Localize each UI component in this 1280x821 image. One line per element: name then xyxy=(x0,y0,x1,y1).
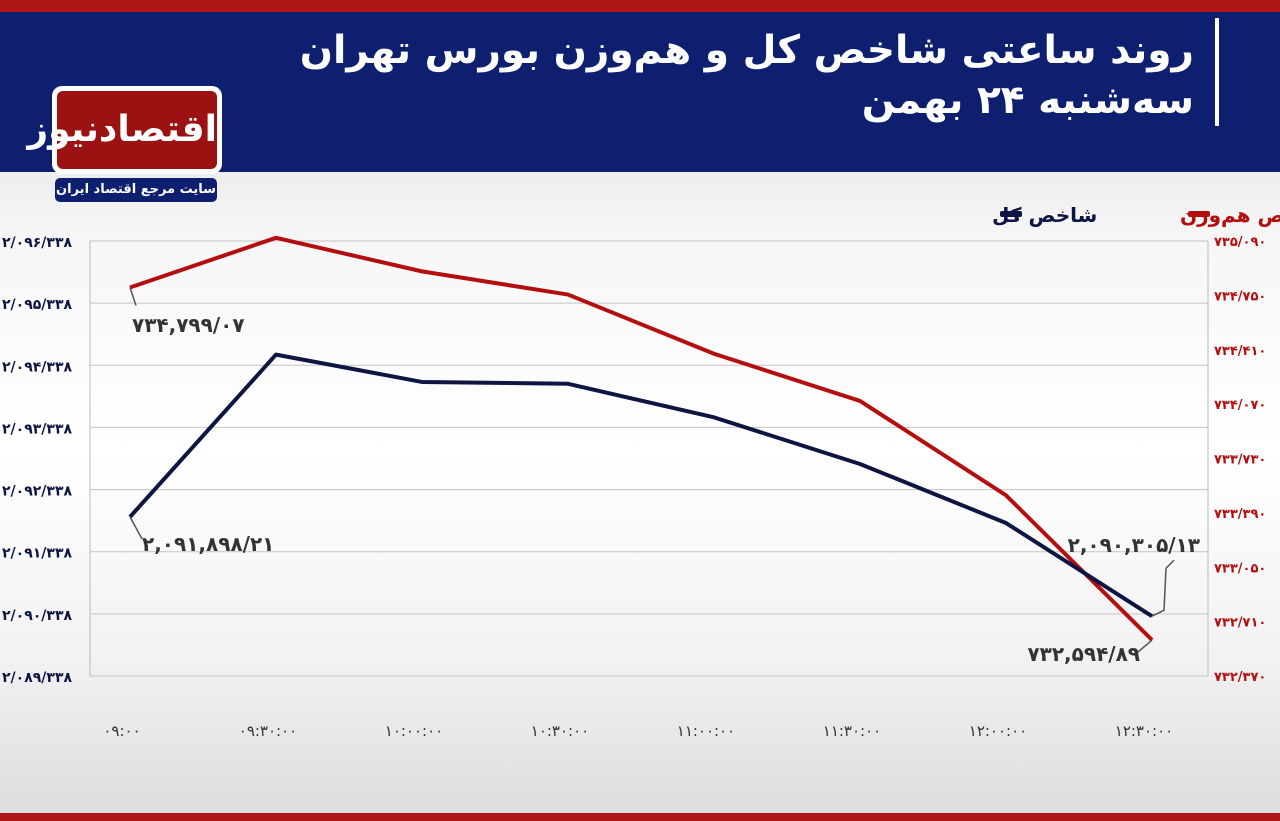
x-axis-tick-label: ۱۱:۳۰:۰۰ xyxy=(823,722,881,740)
left-axis-tick-label: ۲/۰۹۲/۳۳۸ xyxy=(2,484,72,500)
right-axis-tick-label: ۷۳۴/۰۷۰ xyxy=(1214,398,1266,413)
right-axis-tick-label: ۷۳۳/۳۹۰ xyxy=(1214,507,1266,522)
right-axis-tick-label: ۷۳۳/۰۵۰ xyxy=(1214,561,1266,576)
right-axis-tick-label: ۷۳۴/۷۵۰ xyxy=(1214,289,1266,304)
logo-wordmark: اقتصادنیوز xyxy=(27,91,217,169)
header-divider xyxy=(1215,18,1219,126)
top-accent-stripe xyxy=(0,0,1280,12)
x-axis-tick-label: ۱۲:۰۰:۰۰ xyxy=(969,722,1027,740)
legend-swatch-equal-weight xyxy=(1188,211,1210,217)
equal-index-start-label: ۷۳۴,۷۹۹/۰۷ xyxy=(132,313,245,337)
right-axis-tick-label: ۷۳۲/۷۱۰ xyxy=(1214,616,1266,631)
left-axis-tick-label: ۲/۰۹۴/۳۳۸ xyxy=(2,359,72,375)
page-subtitle-date: سه‌شنبه ۲۴ بهمن xyxy=(861,78,1194,123)
right-axis-tick-label: ۷۳۵/۰۹۰ xyxy=(1214,235,1266,250)
logo-tagline: سایت مرجع اقتصاد ایران xyxy=(55,178,217,202)
page-title: روند ساعتی شاخص کل و هم‌وزن بورس تهران xyxy=(299,28,1194,73)
x-axis-tick-label: ۰۹:۰۰ xyxy=(103,722,140,740)
x-axis-tick-label: ۱۲:۳۰:۰۰ xyxy=(1115,722,1173,740)
left-axis-tick-label: ۲/۰۸۹/۳۳۸ xyxy=(2,670,72,686)
equal-index-end-label: ۷۳۲,۵۹۴/۸۹ xyxy=(1027,642,1140,666)
x-axis-tick-label: ۱۰:۰۰:۰۰ xyxy=(385,722,443,740)
right-axis-tick-label: ۷۳۳/۷۳۰ xyxy=(1214,453,1266,468)
annotation-leader-line xyxy=(129,516,143,540)
left-axis-tick-label: ۲/۰۹۶/۳۳۸ xyxy=(2,235,72,251)
series-line-equal-weight-index xyxy=(129,235,1154,642)
legend-label-total: شاخص کل xyxy=(992,203,1097,227)
x-axis-tick-label: ۰۹:۳۰:۰۰ xyxy=(239,722,297,740)
left-axis-tick-label: ۲/۰۹۰/۳۳۸ xyxy=(2,608,72,624)
right-axis-tick-label: ۷۳۴/۴۱۰ xyxy=(1214,344,1266,359)
left-axis-tick-label: ۲/۰۹۳/۳۳۸ xyxy=(2,421,72,437)
annotation-leader-line xyxy=(129,287,137,306)
annotation-leader-line xyxy=(1137,639,1153,653)
left-axis-tick-label: ۲/۰۹۵/۳۳۸ xyxy=(2,297,72,313)
logo: اقتصادنیوز xyxy=(27,86,222,174)
annotation-leader-line xyxy=(1151,559,1175,617)
x-axis-tick-label: ۱۰:۳۰:۰۰ xyxy=(531,722,589,740)
bottom-accent-stripe xyxy=(0,813,1280,821)
left-axis-tick-label: ۲/۰۹۱/۳۳۸ xyxy=(2,546,72,562)
total-index-start-label: ۲,۰۹۱,۸۹۸/۲۱ xyxy=(142,532,274,556)
legend-label-equal-weight: شاخص هم‌وزن xyxy=(1180,203,1280,227)
legend-swatch-total xyxy=(1000,211,1022,217)
right-axis-tick-label: ۷۳۲/۳۷۰ xyxy=(1214,670,1266,685)
x-axis-tick-label: ۱۱:۰۰:۰۰ xyxy=(677,722,735,740)
series-line-total-index xyxy=(128,352,1154,618)
total-index-end-label: ۲,۰۹۰,۳۰۵/۱۳ xyxy=(1068,533,1200,557)
